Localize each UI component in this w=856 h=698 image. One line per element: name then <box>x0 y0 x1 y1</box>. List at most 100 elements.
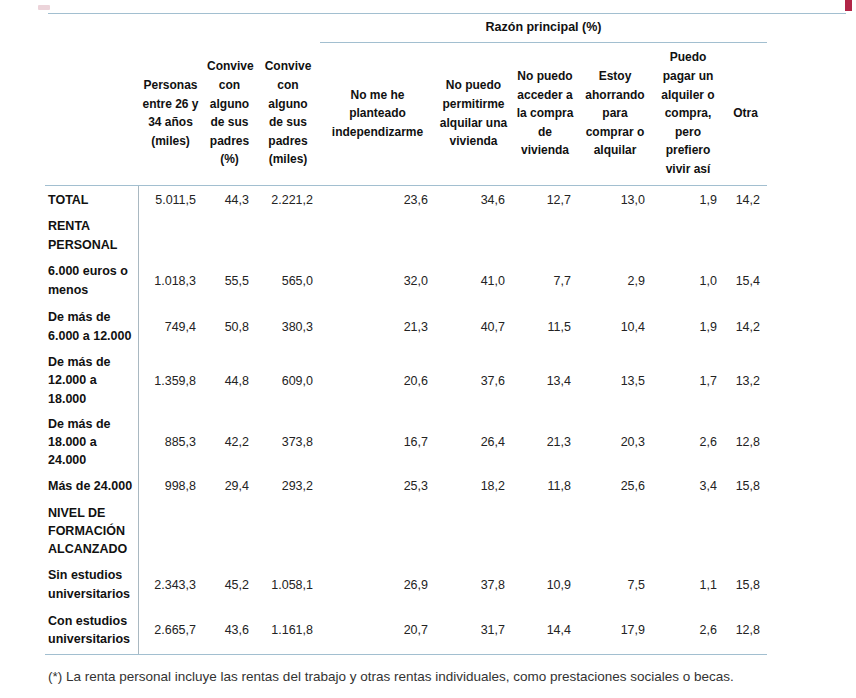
value-cell: 26,9 <box>320 562 435 607</box>
value-cell: 34,6 <box>435 185 512 214</box>
value-cell <box>724 500 767 562</box>
value-cell: 7,5 <box>578 562 652 607</box>
row-label: De más de 18.000 a 24.000 <box>45 412 138 472</box>
value-cell <box>203 214 256 257</box>
table-row: De más de 6.000 a 12.000 749,4 50,8 380,… <box>45 304 767 349</box>
table-row: Más de 24.000 998,8 29,4 293,2 25,3 18,2… <box>45 472 767 500</box>
value-cell: 1.359,8 <box>138 349 203 412</box>
value-cell: 16,7 <box>320 412 435 472</box>
value-cell: 15,4 <box>724 257 767 304</box>
table-row: De más de 12.000 a 18.000 1.359,8 44,8 6… <box>45 349 767 412</box>
value-cell <box>320 214 435 257</box>
value-cell: 13,5 <box>578 349 652 412</box>
brand-mark-right <box>845 0 852 11</box>
value-cell: 7,7 <box>512 257 578 304</box>
value-cell: 1.161,8 <box>256 607 320 654</box>
table-section-nivel: NIVEL DE FORMACIÓN ALCANZADO <box>45 500 767 562</box>
row-label: 6.000 euros o menos <box>45 257 138 304</box>
value-cell: 10,4 <box>578 304 652 349</box>
table-row: Sin estudios universitarios 2.343,3 45,2… <box>45 562 767 607</box>
value-cell: 42,2 <box>203 412 256 472</box>
page-root: { "decor": { "accent_red": "#b12547", "r… <box>0 0 856 698</box>
value-cell: 25,6 <box>578 472 652 500</box>
value-cell: 1,7 <box>652 349 724 412</box>
value-cell <box>512 214 578 257</box>
value-cell: 2.665,7 <box>138 607 203 654</box>
value-cell: 26,4 <box>435 412 512 472</box>
value-cell: 15,8 <box>724 562 767 607</box>
stats-table: Razón principal (%) Personas entre 26 y … <box>45 13 767 655</box>
value-cell: 18,2 <box>435 472 512 500</box>
value-cell: 1,9 <box>652 304 724 349</box>
value-cell <box>203 500 256 562</box>
value-cell: 17,9 <box>578 607 652 654</box>
value-cell: 20,7 <box>320 607 435 654</box>
footnote: (*) La renta personal incluye las rentas… <box>48 668 808 686</box>
value-cell: 25,3 <box>320 472 435 500</box>
value-cell: 20,6 <box>320 349 435 412</box>
value-cell: 2.343,3 <box>138 562 203 607</box>
column-header-no-compra: No puedo acceder a la compra de vivienda <box>512 42 578 185</box>
value-cell: 2,9 <box>578 257 652 304</box>
value-cell: 749,4 <box>138 304 203 349</box>
value-cell <box>435 214 512 257</box>
value-cell: 50,8 <box>203 304 256 349</box>
brand-mark-left <box>38 5 50 10</box>
value-cell: 13,2 <box>724 349 767 412</box>
column-header-otra: Otra <box>724 42 767 185</box>
value-cell: 45,2 <box>203 562 256 607</box>
value-cell: 55,5 <box>203 257 256 304</box>
value-cell: 2,6 <box>652 607 724 654</box>
column-header-convive-pct: Convive con alguno de sus padres (%) <box>203 42 256 185</box>
value-cell: 3,4 <box>652 472 724 500</box>
value-cell: 14,2 <box>724 185 767 214</box>
row-label: De más de 6.000 a 12.000 <box>45 304 138 349</box>
value-cell <box>652 214 724 257</box>
value-cell: 44,3 <box>203 185 256 214</box>
row-label: Más de 24.000 <box>45 472 138 500</box>
value-cell: 1,9 <box>652 185 724 214</box>
table-row: 6.000 euros o menos 1.018,3 55,5 565,0 3… <box>45 257 767 304</box>
section-label: RENTA PERSONAL <box>45 214 138 257</box>
value-cell: 11,8 <box>512 472 578 500</box>
table-row: Con estudios universitarios 2.665,7 43,6… <box>45 607 767 654</box>
value-cell: 609,0 <box>256 349 320 412</box>
column-header-prefiero: Puedo pagar un alquiler o compra, pero p… <box>652 42 724 185</box>
value-cell: 885,3 <box>138 412 203 472</box>
table-section-renta: RENTA PERSONAL <box>45 214 767 257</box>
value-cell <box>138 500 203 562</box>
column-header-ahorrando: Estoy ahorrando para comprar o alquilar <box>578 42 652 185</box>
value-cell: 40,7 <box>435 304 512 349</box>
value-cell: 1,0 <box>652 257 724 304</box>
value-cell <box>724 214 767 257</box>
value-cell: 13,4 <box>512 349 578 412</box>
group-header-spacer <box>45 13 320 42</box>
value-cell: 13,0 <box>578 185 652 214</box>
value-cell <box>578 214 652 257</box>
row-label: Sin estudios universitarios <box>45 562 138 607</box>
value-cell: 14,4 <box>512 607 578 654</box>
value-cell: 12,7 <box>512 185 578 214</box>
value-cell: 14,2 <box>724 304 767 349</box>
row-label: De más de 12.000 a 18.000 <box>45 349 138 412</box>
column-header-convive-miles: Convive con alguno de sus padres (miles) <box>256 42 320 185</box>
value-cell <box>256 214 320 257</box>
value-cell <box>320 500 435 562</box>
value-cell <box>652 500 724 562</box>
value-cell: 380,3 <box>256 304 320 349</box>
value-cell: 10,9 <box>512 562 578 607</box>
group-header-row: Razón principal (%) <box>45 13 767 42</box>
table-row: De más de 18.000 a 24.000 885,3 42,2 373… <box>45 412 767 472</box>
value-cell: 12,8 <box>724 607 767 654</box>
group-header-cell: Razón principal (%) <box>320 13 767 42</box>
value-cell <box>512 500 578 562</box>
value-cell: 1.018,3 <box>138 257 203 304</box>
value-cell: 31,7 <box>435 607 512 654</box>
value-cell: 43,6 <box>203 607 256 654</box>
value-cell: 2.221,2 <box>256 185 320 214</box>
value-cell: 1.058,1 <box>256 562 320 607</box>
value-cell: 293,2 <box>256 472 320 500</box>
value-cell: 5.011,5 <box>138 185 203 214</box>
value-cell: 1,1 <box>652 562 724 607</box>
value-cell <box>578 500 652 562</box>
